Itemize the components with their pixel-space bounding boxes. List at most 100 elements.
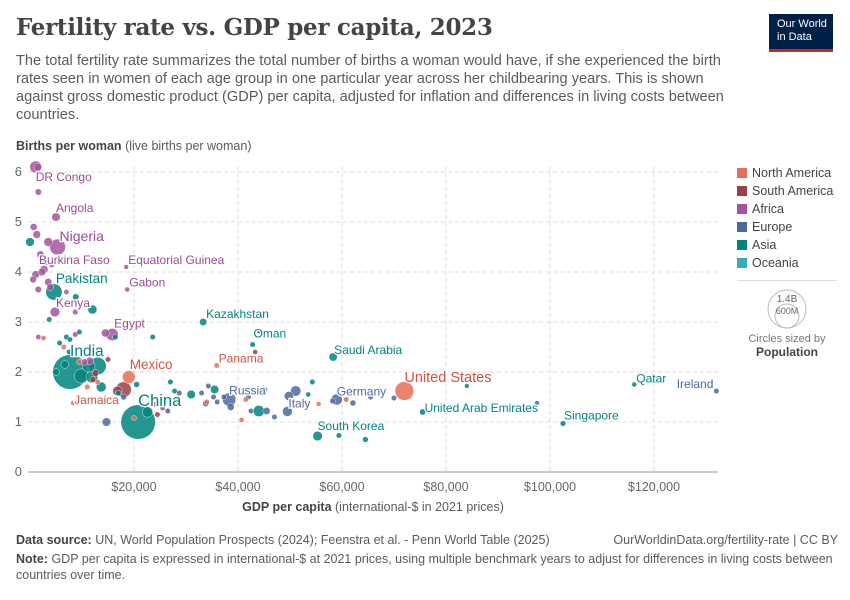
legend-label: Africa — [752, 202, 784, 216]
y-tick-label: 2 — [15, 364, 22, 379]
data-point — [394, 381, 414, 401]
legend-swatch — [737, 258, 747, 268]
data-point — [56, 340, 63, 346]
data-point — [213, 362, 220, 369]
data-point — [242, 396, 249, 403]
legend-swatch — [737, 186, 747, 196]
legend-divider — [737, 280, 837, 281]
data-point — [72, 308, 79, 316]
data-point — [271, 414, 278, 420]
data-point — [43, 237, 53, 247]
point-label: Pakistan — [56, 271, 108, 286]
data-point — [164, 408, 171, 414]
legend-item-south-america[interactable]: South America — [737, 184, 833, 198]
x-tick-label: $100,000 — [524, 480, 576, 494]
point-label: Oman — [254, 327, 287, 341]
data-point — [214, 399, 221, 405]
point-label: Jamaica — [74, 393, 119, 407]
data-point — [362, 436, 369, 443]
note-text: GDP per capita is expressed in internati… — [16, 552, 833, 582]
data-point — [343, 396, 350, 403]
data-point — [309, 379, 316, 385]
data-point — [328, 352, 338, 362]
legend-swatch — [737, 240, 747, 250]
data-point — [133, 381, 140, 388]
legend-item-europe[interactable]: Europe — [737, 220, 792, 234]
point-label: Russia — [229, 384, 266, 398]
data-point — [142, 406, 153, 418]
data-point — [391, 395, 397, 401]
data-point — [35, 334, 42, 340]
data-point — [284, 391, 294, 401]
data-point — [29, 275, 37, 284]
legend-item-africa[interactable]: Africa — [737, 202, 784, 216]
point-label: Nigeria — [60, 228, 105, 244]
data-point — [210, 385, 219, 394]
x-tick-label: $20,000 — [111, 480, 156, 494]
data-point — [46, 316, 53, 323]
legend-item-north-america[interactable]: North America — [737, 166, 831, 180]
legend-item-asia[interactable]: Asia — [737, 238, 776, 252]
legend-label: North America — [752, 166, 832, 180]
data-point — [60, 344, 67, 350]
x-tick-label: $40,000 — [215, 480, 260, 494]
x-axis-label: GDP per capita (international-$ in 2021 … — [0, 500, 746, 514]
data-point — [248, 408, 254, 414]
size-circle-small — [774, 303, 800, 329]
legend-label: Asia — [752, 238, 777, 252]
data-point — [122, 370, 136, 384]
legend-label: Oceania — [752, 256, 799, 270]
x-tick-label: $60,000 — [319, 480, 364, 494]
logo-line-2: in Data — [777, 31, 812, 43]
data-point — [105, 356, 111, 363]
logo-line-1: Our World — [777, 18, 827, 30]
data-point — [63, 289, 70, 295]
data-point — [67, 336, 73, 343]
data-point — [419, 408, 426, 416]
legend-label: Europe — [752, 220, 793, 234]
data-point — [120, 393, 127, 401]
data-point — [205, 383, 212, 389]
legend-swatch — [737, 222, 747, 232]
y-tick-label: 0 — [15, 464, 22, 479]
data-point — [33, 162, 42, 172]
data-point — [40, 335, 47, 341]
data-point — [101, 328, 110, 338]
data-point — [186, 390, 196, 399]
data-point — [305, 391, 311, 398]
data-point — [123, 264, 129, 270]
footer: Data source: UN, World Population Prospe… — [16, 532, 838, 583]
y-tick-label: 3 — [15, 314, 22, 329]
legend-item-oceania[interactable]: Oceania — [737, 256, 799, 270]
data-point — [112, 334, 119, 340]
x-tick-label: $80,000 — [423, 480, 468, 494]
data-point — [76, 359, 83, 365]
data-point — [262, 407, 271, 415]
data-point — [312, 431, 323, 441]
data-point — [252, 405, 265, 417]
data-point — [235, 386, 241, 393]
chart-subtitle: The total fertility rate summarizes the … — [16, 53, 724, 123]
data-point — [49, 306, 60, 318]
owid-logo[interactable]: Our World in Data — [769, 14, 833, 52]
legend-swatch — [737, 168, 747, 178]
data-point — [42, 258, 50, 266]
data-point — [124, 286, 130, 293]
y-axis-label: Births per woman (live births per woman) — [16, 139, 252, 153]
source-url-link[interactable]: OurWorldinData.org/fertility-rate | CC B… — [613, 533, 838, 547]
point-label: Germany — [337, 385, 386, 399]
point-label: Angola — [56, 201, 94, 215]
point-label: Equatorial Guinea — [128, 253, 224, 267]
point-label: Singapore — [564, 409, 619, 423]
data-source-text: UN, World Population Prospects (2024); F… — [95, 533, 550, 547]
point-label: Gabon — [129, 276, 165, 290]
point-label: Panama — [219, 352, 264, 366]
data-point — [534, 400, 540, 406]
data-point — [52, 368, 60, 376]
y-tick-label: 5 — [15, 214, 22, 229]
data-point — [115, 390, 122, 396]
data-point — [131, 415, 137, 421]
data-point — [36, 250, 45, 259]
data-point — [87, 304, 98, 315]
data-point — [91, 369, 100, 377]
